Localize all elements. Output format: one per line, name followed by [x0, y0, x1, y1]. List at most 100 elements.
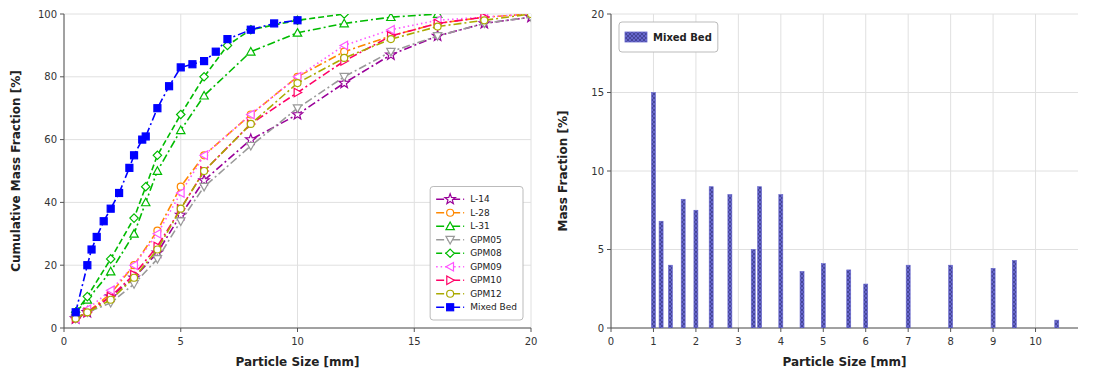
x-tick: [950, 328, 951, 332]
point: [130, 261, 138, 269]
point: [200, 151, 208, 159]
point: [340, 41, 348, 49]
point: [189, 61, 196, 68]
point: [166, 83, 173, 90]
bar: [949, 265, 953, 328]
grid-line-y: [611, 171, 1078, 172]
x-tick-label: 9: [990, 336, 996, 347]
x-tick-label: 7: [905, 336, 911, 347]
legend-marker: [447, 304, 454, 311]
point: [247, 47, 255, 55]
point: [83, 292, 91, 300]
y-tick-label: 20: [44, 260, 57, 271]
line: [76, 17, 485, 318]
point: [212, 48, 219, 55]
x-tick-label: 5: [820, 336, 826, 347]
bar: [668, 265, 672, 328]
series: [72, 14, 531, 322]
bar: [779, 195, 783, 328]
y-tick: [60, 202, 64, 203]
x-tick: [695, 328, 696, 332]
y-tick: [607, 249, 611, 250]
grid: [64, 14, 531, 328]
y-tick-label: 40: [44, 197, 57, 208]
point: [434, 23, 441, 30]
x-tick: [653, 328, 654, 332]
point: [116, 189, 123, 196]
legend: L-14L-28L-31GPM05GPM08GPM09GPM10GPM12Mix…: [430, 187, 523, 321]
point: [481, 17, 488, 24]
point: [201, 152, 208, 159]
point: [153, 167, 161, 175]
grid-line-y: [611, 14, 1078, 15]
point: [177, 218, 185, 226]
line: [76, 20, 298, 312]
bar: [864, 284, 868, 328]
point: [100, 218, 107, 225]
bar: [821, 264, 825, 328]
point: [84, 308, 92, 316]
legend-marker: [447, 209, 454, 216]
x-tick-label: 4: [778, 336, 784, 347]
bar: [709, 187, 713, 328]
x-tick: [1035, 328, 1036, 332]
y-tick: [607, 92, 611, 93]
point: [432, 30, 442, 40]
point: [177, 110, 185, 118]
legend-label: GPM05: [470, 235, 502, 245]
point: [142, 198, 150, 206]
point: [84, 262, 91, 269]
plot-area: [70, 14, 531, 323]
legend-label: L-31: [470, 221, 490, 231]
legend-label: Mixed Bed: [653, 32, 712, 43]
y-tick-label: 60: [44, 134, 57, 145]
bar: [800, 271, 804, 328]
point: [71, 308, 79, 316]
x-tick: [297, 328, 298, 332]
point: [107, 267, 115, 275]
point: [387, 48, 395, 56]
legend-label: L-14: [470, 194, 490, 204]
line: [76, 14, 438, 312]
bar: [694, 210, 698, 328]
point: [340, 14, 348, 18]
point: [131, 274, 138, 281]
grid-line-y: [64, 14, 531, 15]
x-tick: [64, 328, 65, 332]
grid-line-x: [297, 14, 298, 328]
bar: [1012, 260, 1016, 328]
x-tick: [531, 328, 532, 332]
grid-line-x: [64, 14, 65, 328]
y-tick: [60, 14, 64, 15]
x-tick: [993, 328, 994, 332]
series: [72, 14, 488, 323]
legend-swatch: [625, 32, 647, 42]
x-tick-label: 2: [693, 336, 699, 347]
grid-line-y: [64, 139, 531, 140]
point: [201, 58, 208, 65]
point: [200, 183, 208, 191]
point: [293, 29, 301, 37]
point: [527, 14, 531, 18]
legend-marker: [447, 276, 455, 284]
point: [72, 309, 79, 316]
point: [247, 120, 255, 128]
point: [154, 246, 161, 253]
point: [200, 91, 208, 99]
x-axis-label: Particle Size [mm]: [236, 355, 360, 369]
legend-marker: [446, 249, 454, 257]
legend: Mixed Bed: [619, 22, 718, 52]
bar: [758, 187, 762, 328]
legend-label: GPM10: [470, 275, 502, 285]
legend-box: [430, 187, 523, 321]
series: [71, 14, 441, 316]
x-tick-label: 8: [947, 336, 953, 347]
point: [131, 262, 138, 269]
line: [76, 14, 345, 312]
bar: [991, 268, 995, 328]
x-tick: [823, 328, 824, 332]
point: [247, 143, 255, 151]
point: [126, 164, 133, 171]
point: [340, 19, 348, 27]
y-tick-label: 15: [591, 87, 604, 98]
